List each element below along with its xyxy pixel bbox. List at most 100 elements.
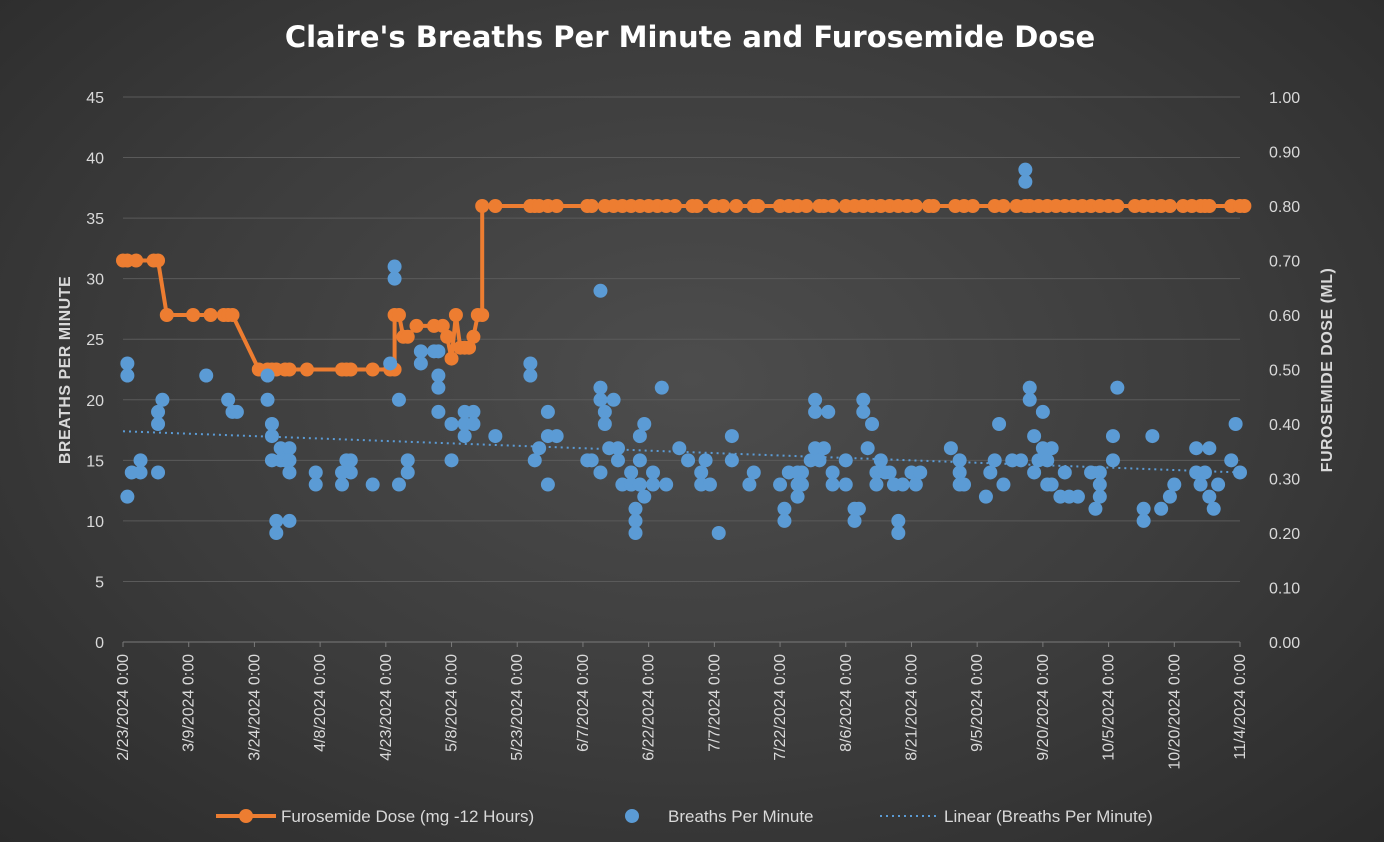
y-tick-label: 0	[95, 635, 104, 652]
breaths-point	[1092, 465, 1107, 480]
x-tick-label: 3/9/2024 0:00	[181, 654, 198, 752]
breaths-point	[540, 477, 555, 492]
breaths-point	[155, 392, 170, 407]
y2-axis-tick-labels: 0.00 0.10 0.20 0.30 0.40 0.50 0.60 0.70 0.80 0.90…	[1269, 90, 1300, 652]
chart-title: Claire's Breaths Per Minute and Furosemi…	[285, 20, 1095, 54]
breaths-point	[1022, 380, 1037, 395]
y-tick-label: 10	[86, 514, 104, 531]
breaths-point	[431, 380, 446, 395]
breaths-point	[264, 417, 279, 431]
dose-point	[186, 308, 201, 322]
breaths-point	[400, 465, 415, 480]
breaths-point	[882, 465, 897, 480]
breaths-point	[264, 429, 279, 444]
breaths-point	[681, 453, 696, 468]
breaths-point	[1022, 392, 1037, 407]
dose-point	[440, 329, 455, 344]
breaths-point	[549, 429, 564, 444]
dose-point	[299, 362, 314, 377]
y-tick-label: 25	[86, 332, 104, 349]
breaths-point	[431, 368, 446, 383]
x-tick-label: 7/7/2024 0:00	[706, 654, 723, 752]
x-tick-label: 5/23/2024 0:00	[509, 654, 526, 761]
breaths-point	[120, 489, 135, 504]
x-tick-label: 4/8/2024 0:00	[312, 654, 329, 752]
breaths-point	[773, 477, 788, 492]
breaths-point	[808, 404, 823, 419]
breaths-point	[777, 501, 792, 516]
x-tick-label: 7/22/2024 0:00	[772, 654, 789, 761]
breaths-point	[260, 368, 275, 383]
x-tick-label: 4/23/2024 0:00	[378, 654, 395, 761]
legend-dose-marker	[239, 809, 253, 823]
breaths-point	[540, 404, 555, 419]
breaths-point	[488, 429, 503, 444]
breaths-point	[1044, 477, 1059, 492]
x-tick-label: 11/4/2024 0:00	[1232, 654, 1249, 760]
breaths-point	[1197, 465, 1212, 480]
breaths-point	[400, 453, 415, 468]
dose-point	[151, 253, 166, 268]
dose-point	[282, 362, 297, 377]
breaths-point	[992, 417, 1007, 431]
breaths-point	[133, 453, 148, 468]
breaths-point	[610, 453, 625, 468]
breaths-point	[632, 477, 647, 492]
breaths-point	[952, 465, 967, 480]
dose-point	[400, 329, 415, 344]
y2-tick-label: 1.00	[1269, 90, 1300, 107]
breaths-point	[987, 453, 1002, 468]
x-tick-label: 8/21/2024 0:00	[903, 654, 920, 761]
breaths-point	[593, 392, 608, 407]
breaths-point	[269, 526, 284, 540]
y2-tick-label: 0.10	[1269, 581, 1300, 598]
y2-tick-label: 0.90	[1269, 145, 1300, 162]
x-tick-label: 10/5/2024 0:00	[1101, 654, 1118, 761]
breaths-point	[1154, 501, 1169, 516]
breaths-point	[593, 283, 608, 298]
breaths-point	[387, 259, 402, 274]
breaths-point	[532, 441, 547, 456]
breaths-point	[913, 465, 928, 480]
breaths-point	[1110, 380, 1125, 395]
breaths-point	[383, 356, 398, 371]
y2-tick-label: 0.30	[1269, 472, 1300, 489]
breaths-point	[606, 392, 621, 407]
breaths-point	[391, 392, 406, 407]
y2-tick-label: 0.40	[1269, 417, 1300, 434]
breaths-point	[724, 429, 739, 444]
breaths-point	[1202, 489, 1217, 504]
breaths-point	[1136, 513, 1151, 528]
y-axis-title: BREATHS PER MINUTE	[57, 276, 74, 464]
breaths-point	[431, 404, 446, 419]
breaths-point	[269, 513, 284, 528]
breaths-point	[308, 465, 323, 480]
breaths-point	[597, 404, 612, 419]
breaths-point	[816, 441, 831, 456]
breaths-point	[593, 465, 608, 480]
dose-point	[825, 199, 840, 213]
breaths-point	[1018, 174, 1033, 189]
y2-axis-title: FUROSEMIDE DOSE (ML)	[1319, 268, 1336, 473]
breaths-point	[120, 368, 135, 383]
breaths-point	[978, 489, 993, 504]
breaths-point	[457, 429, 472, 444]
breaths-point	[308, 477, 323, 492]
dose-point	[129, 253, 144, 268]
dose-point	[391, 308, 406, 322]
x-tick-label: 9/5/2024 0:00	[969, 654, 986, 752]
breaths-point	[632, 429, 647, 444]
breaths-point	[444, 453, 459, 468]
breaths-point	[711, 526, 726, 540]
breaths-point	[1145, 429, 1160, 444]
breaths-point	[856, 404, 871, 419]
breaths-point	[825, 477, 840, 492]
breaths-point	[628, 526, 643, 540]
breaths-point	[628, 513, 643, 528]
dose-point	[409, 318, 424, 333]
x-tick-label: 8/6/2024 0:00	[838, 654, 855, 752]
dose-point	[1162, 199, 1177, 213]
dose-point	[365, 362, 380, 377]
breaths-point	[444, 417, 459, 431]
breaths-point	[628, 501, 643, 516]
